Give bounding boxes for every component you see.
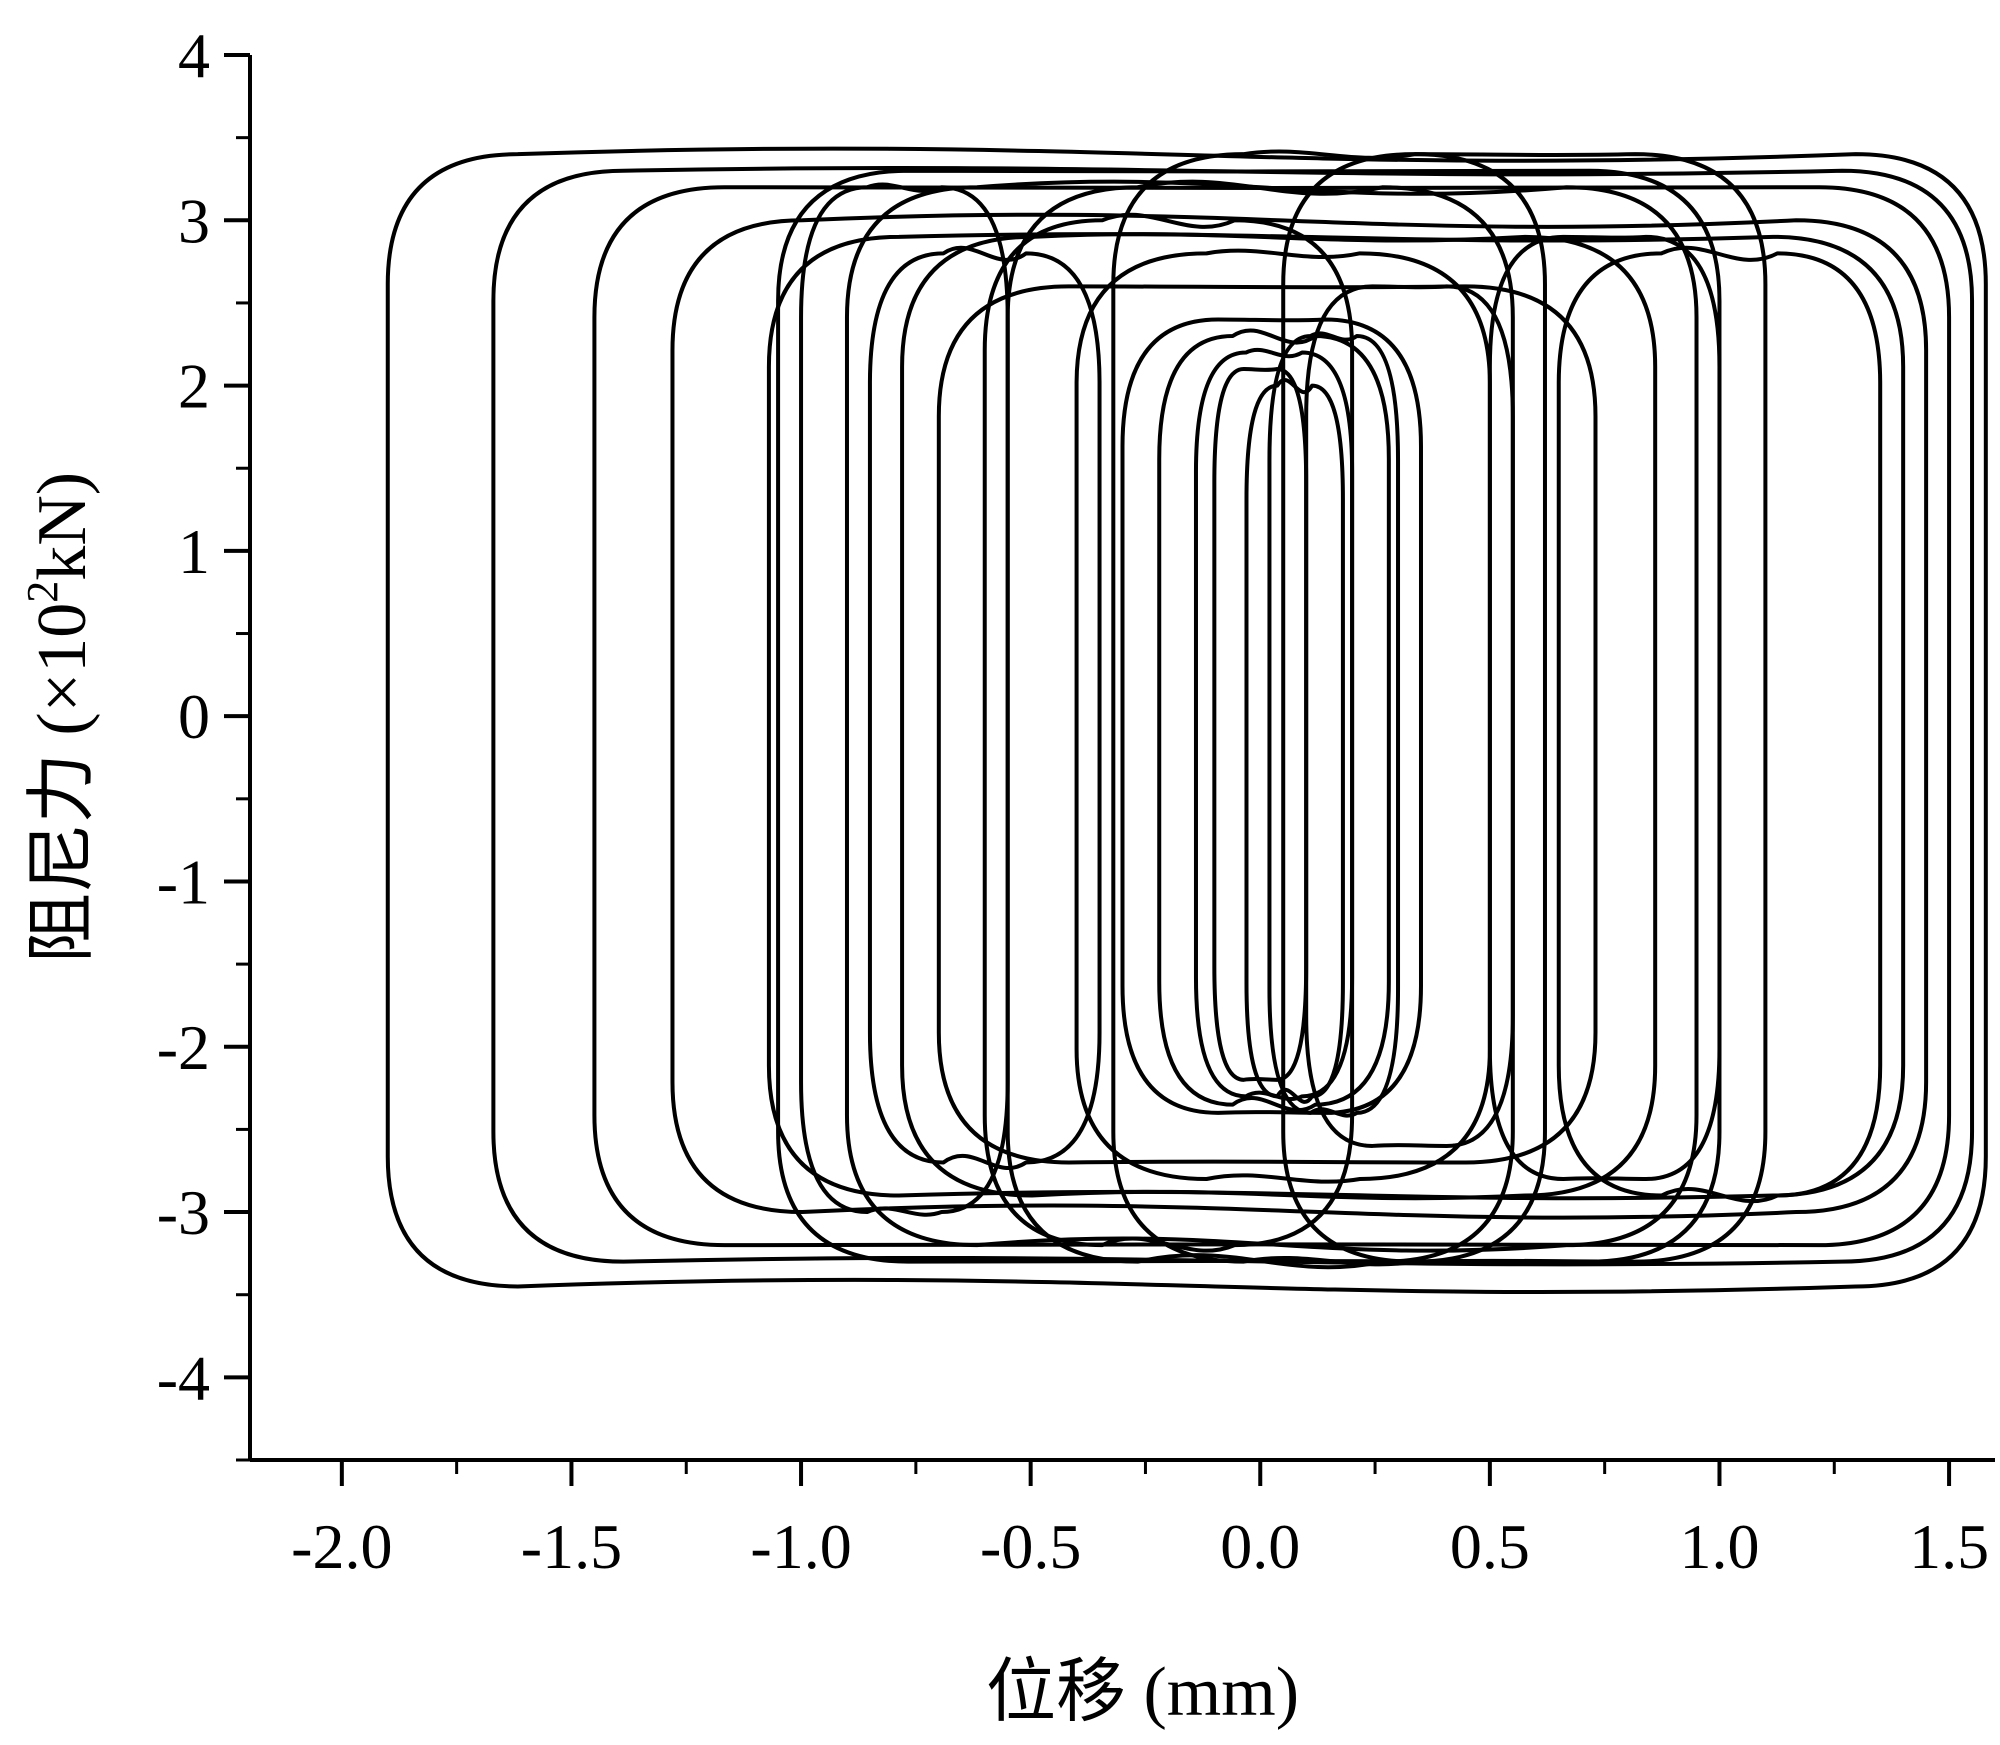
y-axis-ticks: -4 -3 -2 -1 0 1 2 3 4 xyxy=(157,20,250,1462)
y-tick-label: -4 xyxy=(157,1342,210,1413)
hysteresis-loop xyxy=(385,146,1988,1294)
hysteresis-loop xyxy=(491,166,1975,1267)
hysteresis-loop xyxy=(1193,347,1355,1101)
x-tick-label: 1.0 xyxy=(1679,1511,1759,1582)
hysteresis-loop xyxy=(670,212,1929,1220)
x-axis-title: 位移 (mm) xyxy=(986,1654,1299,1731)
hysteresis-loop xyxy=(592,185,1952,1248)
y-axis-title-tail: kN) xyxy=(24,472,101,581)
axes: -2.0 -1.5 -1.0 -0.5 0.0 0.5 1.0 1.5 -4 -3 -2 -1 0 1 2… xyxy=(157,20,1995,1582)
x-tick-label: 0.5 xyxy=(1450,1511,1530,1582)
hysteresis-loop xyxy=(1267,331,1401,1118)
hysteresis-loop xyxy=(1074,248,1492,1184)
hysteresis-loop xyxy=(936,284,1598,1165)
hysteresis-loop xyxy=(1157,328,1391,1113)
y-tick-label: 3 xyxy=(178,185,210,256)
y-tick-label: -1 xyxy=(157,846,210,917)
hysteresis-loop xyxy=(1244,378,1345,1104)
x-tick-label: -1.5 xyxy=(521,1511,622,1582)
y-tick-label: 2 xyxy=(178,351,210,422)
hysteresis-loop xyxy=(1304,284,1515,1148)
hysteresis-loop xyxy=(1487,234,1722,1181)
y-axis-title-superscript: 2 xyxy=(18,581,67,603)
y-tick-label: -3 xyxy=(157,1177,210,1248)
x-tick-label: -1.0 xyxy=(750,1511,851,1582)
y-axis-title: 阻尼力 (×102kN) xyxy=(18,472,101,963)
x-axis-ticks: -2.0 -1.5 -1.0 -0.5 0.0 0.5 1.0 1.5 xyxy=(291,1460,1989,1582)
hysteresis-loop xyxy=(867,245,1102,1170)
y-tick-label: -2 xyxy=(157,1012,210,1083)
hysteresis-loop xyxy=(1556,245,1883,1204)
hysteresis-loop xyxy=(1281,152,1768,1264)
x-tick-label: 1.5 xyxy=(1909,1511,1989,1582)
hysteresis-loop xyxy=(900,232,1658,1201)
y-tick-label: 1 xyxy=(178,516,210,587)
y-axis-title-main: 阻尼力 (×10 xyxy=(24,603,101,963)
hysteresis-loop xyxy=(982,212,1355,1253)
hysteresis-loop xyxy=(1212,367,1309,1082)
hysteresis-loops xyxy=(385,146,1988,1294)
x-tick-label: -0.5 xyxy=(980,1511,1081,1582)
hysteresis-loop xyxy=(799,182,1010,1217)
x-tick-label: 0.0 xyxy=(1220,1511,1300,1582)
x-tick-label: -2.0 xyxy=(291,1511,392,1582)
y-tick-label: 4 xyxy=(178,20,210,91)
hysteresis-loop xyxy=(844,179,1699,1253)
y-tick-label: 0 xyxy=(178,681,210,752)
